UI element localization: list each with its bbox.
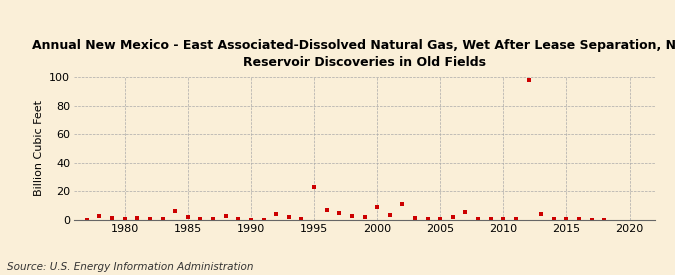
Title: Annual New Mexico - East Associated-Dissolved Natural Gas, Wet After Lease Separ: Annual New Mexico - East Associated-Diss… <box>32 39 675 69</box>
Text: Source: U.S. Energy Information Administration: Source: U.S. Energy Information Administ… <box>7 262 253 272</box>
Y-axis label: Billion Cubic Feet: Billion Cubic Feet <box>34 100 43 197</box>
